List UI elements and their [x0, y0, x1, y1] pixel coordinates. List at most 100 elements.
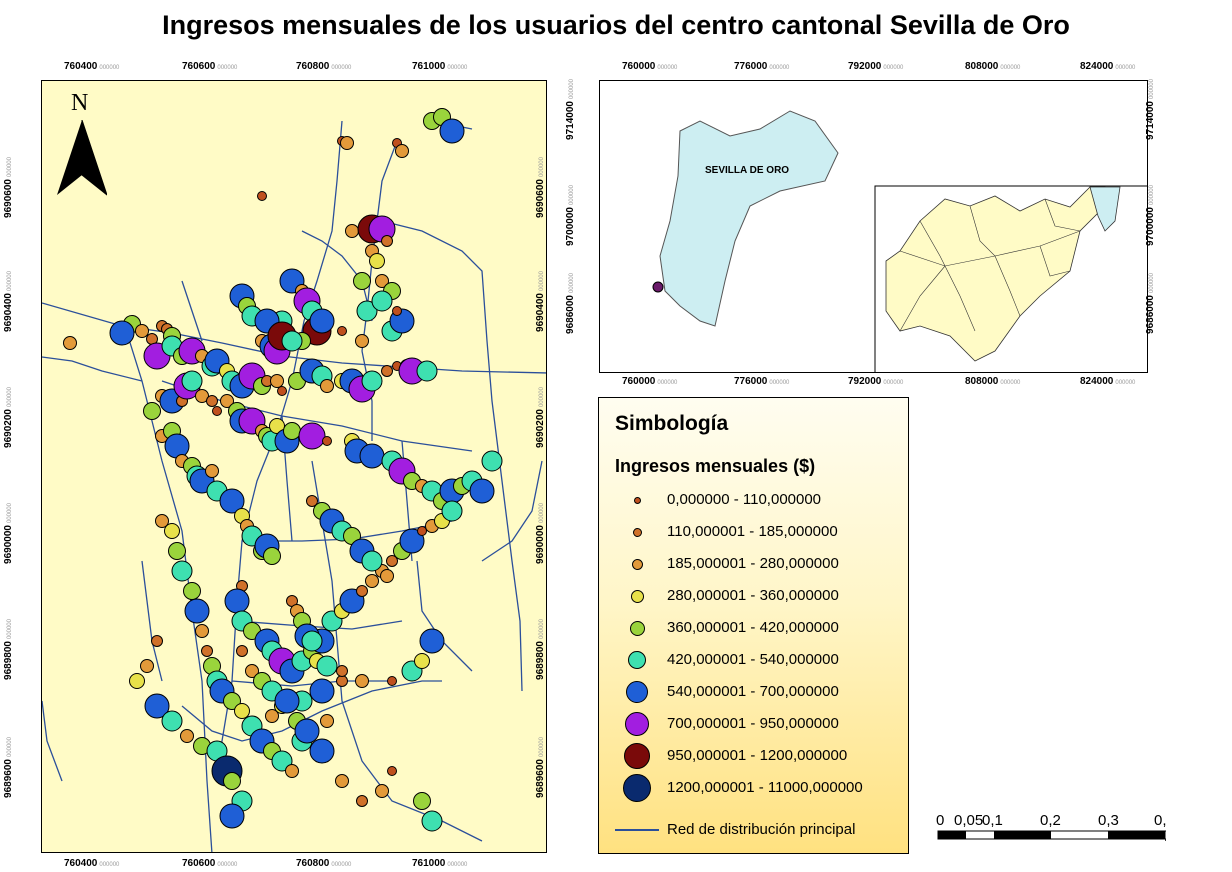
user-income-point — [223, 772, 241, 790]
user-income-point — [421, 810, 443, 832]
user-income-point — [340, 136, 354, 150]
user-income-point — [316, 655, 338, 677]
legend-item: 420,000001 - 540,000000 — [599, 646, 910, 674]
legend-item-network-label: Red de distribución principal — [667, 821, 856, 838]
loc-x-tick-bottom: 808000 000000 — [965, 376, 1021, 387]
main-y-tick-right: 9690600000000 — [534, 157, 546, 218]
main-x-tick-bottom: 761000 000000 — [412, 858, 468, 869]
user-income-point — [168, 542, 186, 560]
loc-x-tick-top: 824000 000000 — [1080, 61, 1136, 72]
main-y-tick-right: 9690000000000 — [534, 503, 546, 564]
user-income-point — [212, 406, 222, 416]
legend-label: 280,000001 - 360,000000 — [667, 587, 839, 604]
user-income-point — [322, 436, 332, 446]
user-income-point — [263, 547, 281, 565]
network-line-swatch — [615, 829, 659, 831]
user-income-point — [294, 718, 320, 744]
user-income-point — [144, 693, 170, 719]
user-income-point — [355, 334, 369, 348]
main-y-tick-left: 9690000000000 — [2, 503, 14, 564]
user-income-point — [481, 450, 503, 472]
legend-symbol — [628, 651, 646, 669]
scale-label-0-4: 0,4 — [1154, 812, 1166, 829]
main-y-tick-left: 9690400000000 — [2, 271, 14, 332]
legend-label: 0,000000 - 110,000000 — [667, 491, 822, 508]
user-income-point — [309, 308, 335, 334]
user-income-point — [353, 272, 371, 290]
user-income-point — [161, 710, 183, 732]
loc-y-tick-left: 9686000000000 — [564, 273, 576, 334]
legend-item: 110,000001 - 185,000000 — [599, 518, 910, 546]
legend-item: 1200,000001 - 11000,000000 — [599, 774, 910, 802]
legend-title: Simbología — [615, 412, 729, 435]
legend-symbol — [632, 527, 642, 537]
main-x-tick-bottom: 760600 000000 — [182, 858, 238, 869]
user-income-point — [419, 628, 445, 654]
user-income-point — [183, 582, 201, 600]
user-income-point — [140, 659, 154, 673]
user-income-point — [417, 526, 427, 536]
user-income-point — [320, 379, 334, 393]
loc-x-tick-top: 776000 000000 — [734, 61, 790, 72]
loc-x-tick-bottom: 776000 000000 — [734, 376, 790, 387]
user-income-point — [416, 360, 438, 382]
user-income-point — [441, 500, 463, 522]
legend-symbol — [623, 774, 651, 802]
user-income-point — [171, 560, 193, 582]
user-income-point — [281, 330, 303, 352]
main-y-tick-left: 9689800000000 — [2, 619, 14, 680]
user-income-point — [381, 235, 393, 247]
legend-item: 360,000001 - 420,000000 — [599, 614, 910, 642]
legend-symbol — [626, 681, 648, 703]
loc-x-tick-top: 760000 000000 — [622, 61, 678, 72]
locator-map[interactable]: SEVILLA DE ORO — [599, 80, 1148, 373]
user-income-point — [234, 703, 250, 719]
distribution-line — [42, 700, 63, 782]
user-income-point — [181, 370, 203, 392]
user-income-point — [265, 709, 279, 723]
north-arrow-icon: N — [57, 90, 107, 200]
user-income-point — [257, 191, 267, 201]
user-income-point — [469, 478, 495, 504]
user-income-point — [184, 598, 210, 624]
scale-label-0-05: 0,05 — [954, 812, 983, 829]
user-income-point — [155, 514, 169, 528]
main-x-tick-top: 760800 000000 — [296, 61, 352, 72]
loc-y-tick-right: 9700000000000 — [1144, 185, 1156, 246]
distribution-line — [381, 220, 523, 692]
user-income-point — [392, 306, 402, 316]
user-income-point — [356, 585, 368, 597]
legend-label: 185,000001 - 280,000000 — [667, 555, 839, 572]
main-y-tick-left: 9690600000000 — [2, 157, 14, 218]
legend-label: 700,000001 - 950,000000 — [667, 715, 839, 732]
user-income-point — [271, 750, 293, 772]
user-income-point — [380, 569, 394, 583]
user-income-point — [375, 274, 389, 288]
user-income-point — [283, 422, 301, 440]
main-y-tick-right: 9689600000000 — [534, 737, 546, 798]
user-income-point — [375, 784, 389, 798]
main-map[interactable] — [41, 80, 547, 853]
user-income-point — [164, 523, 180, 539]
user-income-point — [399, 528, 425, 554]
user-income-point — [151, 635, 163, 647]
main-x-tick-bottom: 760400 000000 — [64, 858, 120, 869]
user-income-point — [381, 365, 393, 377]
user-income-point — [386, 555, 398, 567]
legend-item: 280,000001 - 360,000000 — [599, 582, 910, 610]
main-y-tick-right: 9689800000000 — [534, 619, 546, 680]
loc-x-tick-bottom: 792000 000000 — [848, 376, 904, 387]
scale-label-0-2: 0,2 — [1040, 812, 1061, 829]
legend-label: 420,000001 - 540,000000 — [667, 651, 839, 668]
user-income-point — [309, 678, 335, 704]
legend-subtitle: Ingresos mensuales ($) — [615, 456, 816, 476]
legend-label: 950,000001 - 1200,000000 — [667, 747, 848, 764]
user-income-point — [143, 402, 161, 420]
scale-label-0-3: 0,3 — [1098, 812, 1119, 829]
loc-y-tick-right: 9714000000000 — [1144, 79, 1156, 140]
user-income-point — [129, 673, 145, 689]
legend-item: 185,000001 - 280,000000 — [599, 550, 910, 578]
user-income-point — [270, 374, 284, 388]
main-y-tick-left: 9689600000000 — [2, 737, 14, 798]
user-income-point — [387, 766, 397, 776]
